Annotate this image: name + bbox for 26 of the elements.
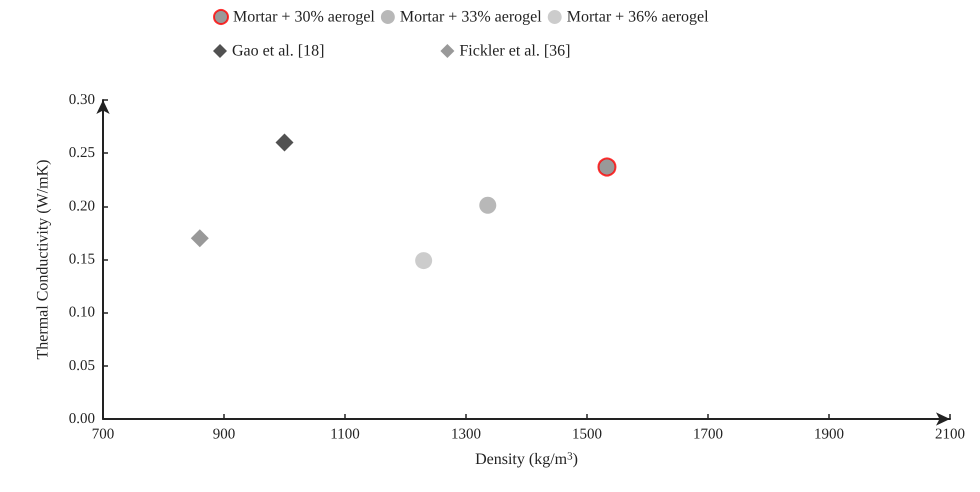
legend-label: Fickler et al. [36] <box>459 42 570 60</box>
y-tick-label: 0.00 <box>68 411 95 427</box>
legend-label: Gao et al. [18] <box>232 42 324 60</box>
y-tick-label: 0.05 <box>68 358 95 374</box>
legend-label: Mortar + 36% aerogel <box>566 8 710 26</box>
x-tick-label: 1500 <box>572 426 602 442</box>
x-tick-label: 1900 <box>814 426 844 442</box>
point <box>597 157 616 176</box>
point <box>190 229 209 248</box>
y-tick-label: 0.25 <box>68 145 95 162</box>
x-tick-label: 1700 <box>693 426 723 442</box>
x-tick-label: 1100 <box>330 426 360 442</box>
y-tick-label: 0.15 <box>68 252 95 268</box>
legend-label: Mortar + 30% aerogel <box>233 8 376 26</box>
x-tick-label: 2100 <box>935 426 965 442</box>
y-tick-label: 0.30 <box>68 92 95 108</box>
x-tick-label: 1300 <box>451 426 481 442</box>
point <box>479 196 496 214</box>
point <box>276 134 294 152</box>
y-axis-title: Thermal Conductivity (W/mK) <box>34 160 52 360</box>
y-tick-label: 0.20 <box>68 198 95 214</box>
x-tick-label: 900 <box>212 426 236 442</box>
point <box>415 252 432 270</box>
legend-label: Mortar + 33% aerogel <box>400 8 542 26</box>
x-tick-label: 700 <box>92 426 114 442</box>
y-tick-label: 0.10 <box>68 304 95 321</box>
